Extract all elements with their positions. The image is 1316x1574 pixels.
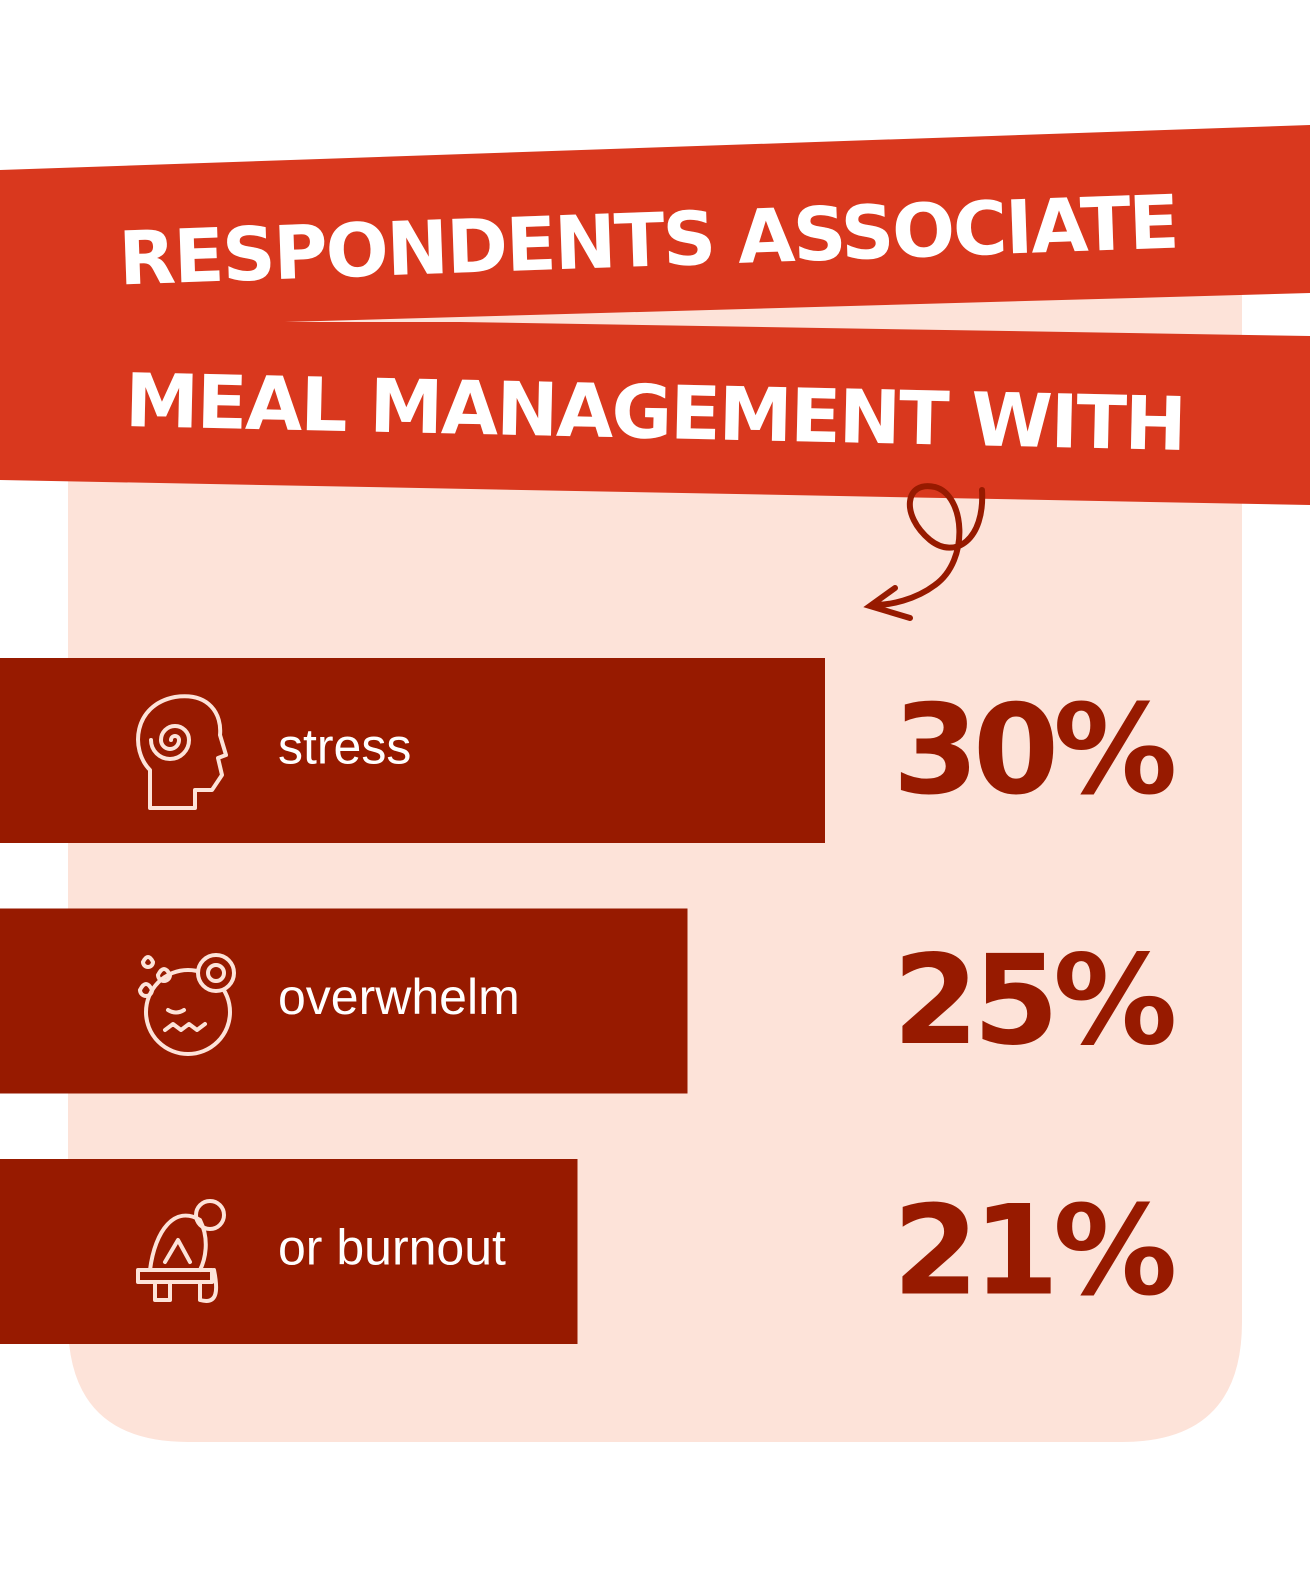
burnout-icon xyxy=(136,1199,226,1303)
value-label: 25% xyxy=(893,929,1175,1073)
category-label: overwhelm xyxy=(278,969,520,1025)
title-banner xyxy=(0,322,1310,505)
bar xyxy=(0,908,688,1094)
bar xyxy=(0,658,825,843)
bar xyxy=(0,1159,578,1344)
category-label: stress xyxy=(278,719,411,775)
category-label: or burnout xyxy=(278,1220,506,1276)
background-panel xyxy=(68,290,1242,1442)
arrow xyxy=(863,483,986,621)
stress-icon xyxy=(136,694,228,810)
title-banner xyxy=(0,125,1310,330)
value-label: 30% xyxy=(893,679,1175,823)
value-label: 21% xyxy=(893,1180,1175,1324)
overwhelm-icon xyxy=(138,953,236,1056)
